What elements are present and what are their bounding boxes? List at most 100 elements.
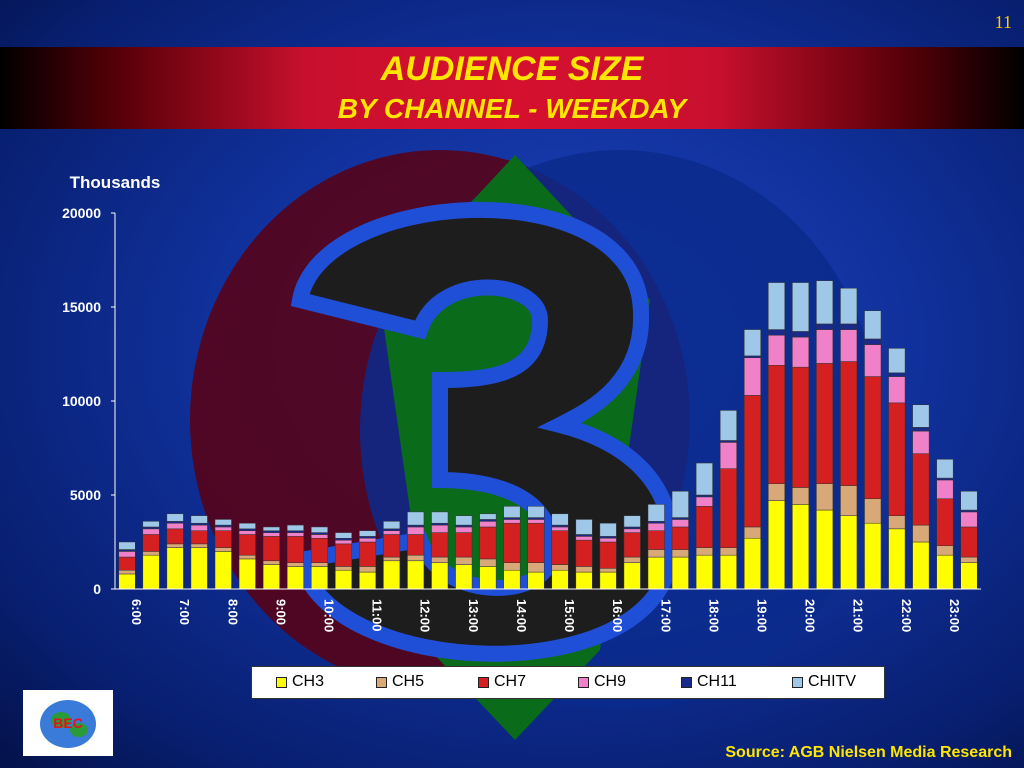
bar-segment-ch11 — [792, 331, 810, 338]
bar-segment-ch5 — [527, 562, 545, 573]
bar-segment-ch7 — [286, 536, 304, 563]
bar-segment-ch5 — [960, 556, 978, 563]
bar-segment-ch11 — [816, 323, 834, 330]
bar-segment-ch9 — [335, 539, 353, 545]
page-number: 11 — [994, 12, 1012, 32]
bar-segment-ch3 — [286, 566, 304, 590]
bar-segment-ch11 — [671, 517, 689, 520]
bar-segment-ch3 — [527, 571, 545, 590]
y-tick-label: 10000 — [62, 393, 101, 409]
bar-segment-ch9 — [190, 524, 208, 531]
y-tick-label: 15000 — [62, 299, 101, 315]
bar-segment-ch7 — [912, 453, 930, 526]
bar-segment-ch3 — [479, 566, 497, 590]
bar-segment-ch9 — [695, 496, 713, 507]
bar-segment-ch7 — [719, 468, 737, 548]
bar-segment-chitv — [262, 526, 280, 531]
bar-segment-ch11 — [214, 524, 232, 528]
logo: BEC — [23, 690, 113, 756]
bar-segment-ch11 — [888, 372, 906, 377]
bar-segment-ch3 — [142, 554, 160, 590]
bar-segment-chitv — [816, 280, 834, 325]
bar-segment-ch9 — [166, 522, 184, 530]
legend-swatch — [792, 676, 803, 688]
bar-segment-ch5 — [840, 485, 858, 516]
bar-segment-ch11 — [286, 530, 304, 533]
x-tick-label: 19:00 — [754, 599, 769, 632]
legend-label: CH11 — [697, 673, 737, 690]
bar-segment-ch11 — [960, 509, 978, 513]
bar-segment-chitv — [599, 522, 617, 537]
bar-segment-ch9 — [310, 534, 328, 539]
bar-segment-ch11 — [912, 427, 930, 432]
bar-segment-ch7 — [335, 543, 353, 567]
bar-segment-ch3 — [864, 522, 882, 590]
x-tick-label: 13:00 — [466, 599, 481, 632]
bar-segment-chitv — [407, 511, 425, 526]
bar-segment-ch9 — [238, 530, 256, 535]
bar-segment-ch7 — [214, 530, 232, 548]
y-tick-label: 20000 — [62, 205, 101, 221]
bar-segment-ch3 — [310, 566, 328, 590]
bar-segment-ch9 — [647, 522, 665, 531]
bar-segment-ch3 — [912, 541, 930, 590]
bar-segment-ch5 — [743, 526, 761, 539]
svg-text:BEC: BEC — [53, 715, 83, 731]
bar-segment-ch9 — [262, 532, 280, 537]
legend-item-ch3: CH3 — [276, 673, 324, 691]
bar-segment-ch9 — [142, 528, 160, 535]
bar-segment-ch5 — [912, 524, 930, 543]
bar-segment-ch3 — [960, 562, 978, 590]
bar-segment-ch7 — [647, 530, 665, 550]
bar-segment-ch3 — [936, 554, 954, 590]
bar-segment-ch11 — [190, 522, 208, 526]
bar-segment-ch7 — [960, 526, 978, 558]
bar-segment-ch11 — [383, 528, 401, 531]
bar-segment-ch11 — [840, 323, 858, 330]
bar-segment-chitv — [118, 541, 136, 550]
bar-segment-ch7 — [599, 541, 617, 569]
bar-segment-ch11 — [479, 519, 497, 522]
bar-segment-ch9 — [888, 376, 906, 404]
bar-segment-chitv — [383, 521, 401, 530]
legend-label: CH3 — [292, 673, 325, 690]
bar-segment-chitv — [695, 462, 713, 496]
bar-segment-ch3 — [359, 571, 377, 590]
bar-segment-ch7 — [575, 539, 593, 567]
bar-segment-ch5 — [936, 545, 954, 556]
bar-segment-ch3 — [840, 515, 858, 590]
bar-segment-ch9 — [214, 526, 232, 531]
bar-segment-chitv — [431, 511, 449, 524]
bar-segment-chitv — [310, 526, 328, 533]
bar-segment-ch7 — [262, 536, 280, 562]
bar-segment-ch3 — [768, 500, 786, 590]
bar-segment-ch5 — [479, 558, 497, 567]
chart-title: AUDIENCE SIZE — [380, 50, 644, 88]
legend-label: CH9 — [594, 673, 627, 690]
bar-segment-ch9 — [455, 526, 473, 533]
bar-segment-ch11 — [695, 494, 713, 498]
chart-subtitle: BY CHANNEL - WEEKDAY — [337, 93, 687, 124]
bar-segment-ch5 — [118, 569, 136, 575]
bar-segment-chitv — [190, 515, 208, 524]
bar-segment-ch5 — [335, 566, 353, 571]
bar-segment-ch5 — [238, 554, 256, 560]
bar-segment-chitv — [768, 282, 786, 330]
source-note: Source: AGB Nielsen Media Research — [725, 744, 1012, 761]
bar-segment-ch3 — [551, 569, 569, 590]
bar-segment-ch7 — [166, 528, 184, 545]
bar-segment-ch11 — [262, 530, 280, 533]
x-tick-label: 8:00 — [225, 599, 240, 625]
bar-segment-ch3 — [335, 569, 353, 590]
legend-swatch — [276, 676, 287, 688]
bar-segment-ch9 — [551, 526, 569, 531]
bar-segment-ch11 — [527, 517, 545, 520]
bar-segment-chitv — [455, 515, 473, 526]
bar-segment-ch11 — [719, 440, 737, 443]
bar-segment-chitv — [671, 490, 689, 518]
x-tick-label: 14:00 — [514, 599, 529, 632]
bar-segment-ch7 — [431, 532, 449, 558]
bar-segment-ch7 — [936, 498, 954, 547]
bar-segment-ch7 — [864, 376, 882, 500]
bar-segment-ch5 — [407, 554, 425, 562]
